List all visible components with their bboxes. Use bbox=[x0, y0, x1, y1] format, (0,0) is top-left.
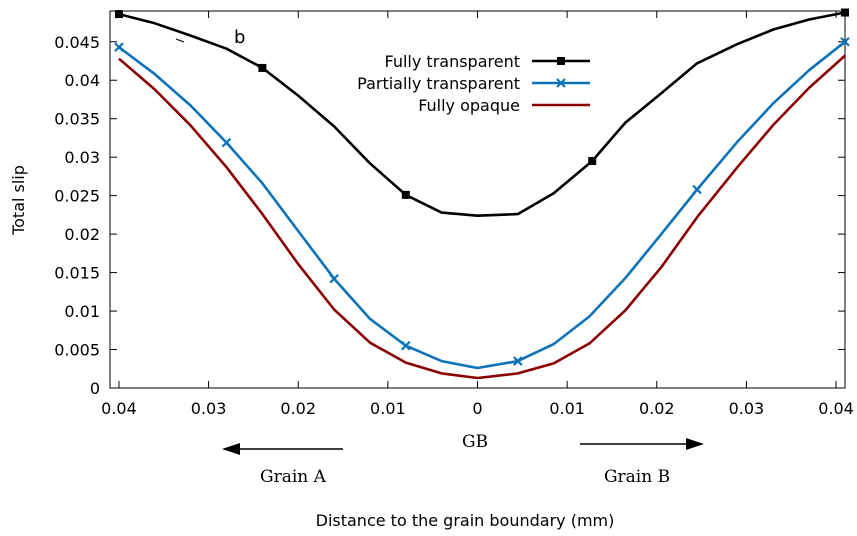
y-axis-ticks: 0 0.005 0.01 0.015 0.02 0.025 0.03 0.035 0.04 0.0… bbox=[54, 33, 845, 398]
y-tick-label: 0 bbox=[90, 379, 100, 398]
legend-label-fully-opaque: Fully opaque bbox=[418, 96, 520, 115]
x-tick-label: 0.02 bbox=[639, 399, 675, 418]
x-tick-label: 0.03 bbox=[191, 399, 227, 418]
y-axis-title: Total slip bbox=[9, 165, 28, 236]
data-point-partially-transparent bbox=[401, 340, 411, 351]
grain-b-label: Grain B bbox=[604, 467, 670, 487]
data-point-fully-transparent bbox=[588, 157, 597, 166]
data-point-fully-transparent bbox=[114, 10, 123, 19]
stray-mark bbox=[175, 38, 185, 43]
data-point-partially-transparent bbox=[513, 356, 523, 366]
x-tick-label: 0.02 bbox=[280, 399, 316, 418]
x-axis-title: Distance to the grain boundary (mm) bbox=[316, 511, 615, 530]
y-tick-label: 0.015 bbox=[54, 264, 100, 283]
data-point-partially-transparent bbox=[840, 36, 850, 47]
y-tick-label: 0.02 bbox=[64, 225, 100, 244]
data-point-fully-transparent bbox=[401, 190, 410, 199]
x-tick-label: 0.04 bbox=[818, 399, 854, 418]
data-point-fully-transparent bbox=[841, 8, 849, 17]
y-tick-label: 0.01 bbox=[64, 302, 100, 321]
grain-b-arrow bbox=[580, 438, 704, 450]
legend-label-fully-transparent: Fully transparent bbox=[385, 52, 521, 71]
grain-a-label: Grain A bbox=[260, 467, 327, 487]
gb-label: GB bbox=[462, 432, 488, 452]
y-tick-label: 0.005 bbox=[54, 341, 100, 360]
legend-label-partially-transparent: Partially transparent bbox=[357, 74, 520, 93]
y-tick-label: 0.035 bbox=[54, 110, 100, 129]
x-tick-label: 0.03 bbox=[729, 399, 765, 418]
series-line-partially-transparent bbox=[118, 40, 846, 370]
x-tick-label: 0.01 bbox=[549, 399, 585, 418]
x-tick-label: 0.04 bbox=[101, 399, 137, 418]
x-tick-label: 0 bbox=[472, 399, 482, 418]
y-tick-label: 0.025 bbox=[54, 187, 100, 206]
x-tick-label: 0.01 bbox=[370, 399, 406, 418]
y-tick-label: 0.045 bbox=[54, 33, 100, 52]
data-point-partially-transparent bbox=[114, 42, 124, 52]
legend-marker-fully-transparent bbox=[557, 57, 565, 65]
data-point-partially-transparent bbox=[329, 273, 339, 284]
panel-label: b bbox=[234, 27, 245, 48]
series-line-fully-opaque bbox=[118, 54, 846, 380]
data-point-fully-transparent bbox=[258, 63, 267, 72]
grain-a-arrow bbox=[222, 443, 343, 455]
y-tick-label: 0.03 bbox=[64, 148, 100, 167]
data-point-partially-transparent bbox=[221, 137, 232, 148]
legend-marker-partially-transparent bbox=[556, 78, 566, 88]
data-point-partially-transparent bbox=[692, 184, 702, 195]
y-tick-label: 0.04 bbox=[64, 71, 100, 90]
legend: Fully transparent Partially transparent Fu… bbox=[175, 38, 590, 115]
x-axis-ticks: 0.04 0.03 0.02 0.01 0 0.01 0.02 0.03 0.04 bbox=[101, 11, 854, 418]
series-layer bbox=[114, 8, 850, 380]
series-line-fully-transparent bbox=[118, 11, 846, 217]
